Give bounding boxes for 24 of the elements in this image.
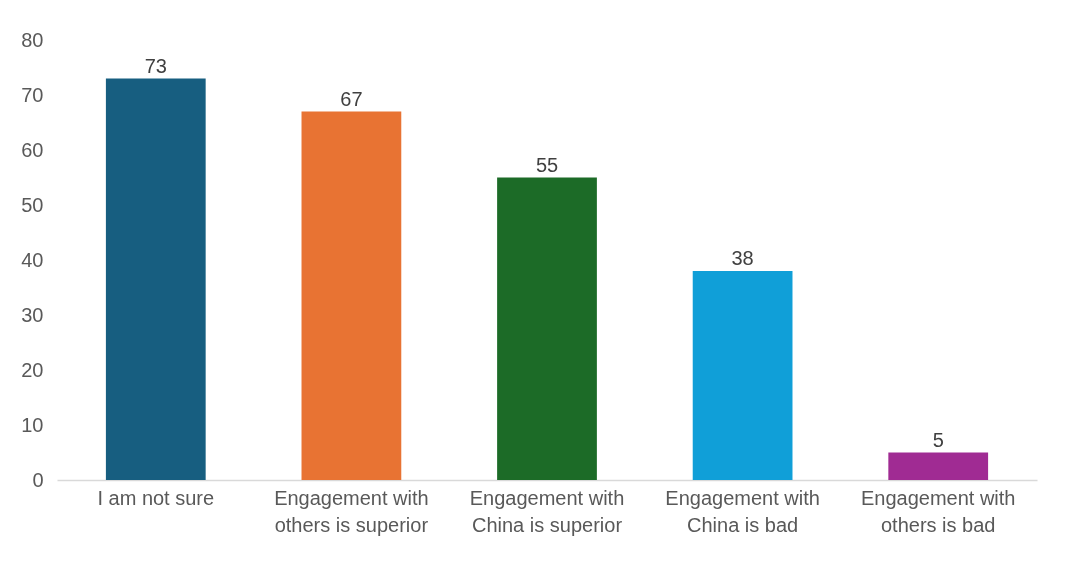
- y-tick-label: 50: [21, 193, 44, 216]
- y-tick-label: 60: [21, 138, 44, 161]
- data-label: 38: [731, 247, 754, 269]
- data-label: 67: [340, 87, 363, 110]
- x-tick-label: Engagement with China is bad: [665, 486, 820, 536]
- data-label: 73: [144, 54, 167, 77]
- x-tick-label: Engagement with others is bad: [860, 486, 1016, 536]
- y-tick-label: 30: [21, 303, 44, 326]
- y-tick-label: 10: [21, 413, 44, 436]
- data-label: 5: [932, 428, 944, 451]
- bar: [888, 452, 989, 480]
- bar: [105, 78, 206, 480]
- bar: [497, 177, 597, 480]
- x-tick-label: Engagement with China is superior: [469, 486, 625, 536]
- x-tick-label: Engagement with others is superior: [274, 486, 429, 536]
- y-tick-label: 80: [21, 28, 44, 51]
- x-tick-label: I am not sure: [97, 486, 215, 509]
- data-label: 55: [535, 153, 559, 176]
- y-tick-label: 70: [21, 83, 44, 106]
- y-tick-label: 0: [32, 468, 44, 491]
- bar: [301, 111, 402, 480]
- y-tick-label: 40: [21, 248, 44, 271]
- y-tick-label: 20: [21, 358, 44, 381]
- bar: [692, 271, 793, 480]
